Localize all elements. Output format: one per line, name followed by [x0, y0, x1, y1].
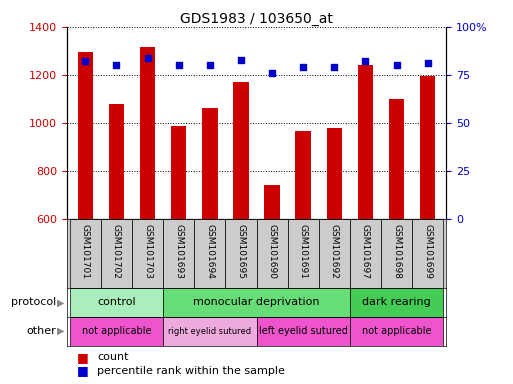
- Bar: [171, 126, 187, 219]
- Text: GSM101690: GSM101690: [268, 224, 277, 280]
- Bar: [70, 317, 163, 346]
- Text: ▶: ▶: [56, 326, 64, 336]
- Text: ■: ■: [77, 351, 93, 364]
- Point: [112, 62, 121, 68]
- Point: [174, 62, 183, 68]
- Text: GSM101699: GSM101699: [423, 224, 432, 280]
- Text: GSM101692: GSM101692: [330, 224, 339, 279]
- Bar: [194, 219, 225, 288]
- Bar: [420, 76, 436, 219]
- Text: GSM101695: GSM101695: [236, 224, 245, 280]
- Bar: [202, 109, 218, 219]
- Text: ■: ■: [77, 364, 93, 377]
- Point: [361, 58, 369, 65]
- Bar: [350, 219, 381, 288]
- Bar: [70, 288, 163, 317]
- Text: percentile rank within the sample: percentile rank within the sample: [97, 366, 285, 376]
- Text: GSM101693: GSM101693: [174, 224, 183, 280]
- Text: GSM101701: GSM101701: [81, 224, 90, 280]
- Bar: [389, 99, 404, 219]
- Text: count: count: [97, 352, 129, 362]
- Bar: [163, 288, 350, 317]
- Bar: [412, 219, 443, 288]
- Bar: [256, 219, 288, 288]
- Bar: [70, 219, 101, 288]
- Point: [392, 62, 401, 68]
- Point: [237, 56, 245, 63]
- Text: ▶: ▶: [56, 297, 64, 308]
- Point: [81, 58, 89, 65]
- Point: [144, 55, 152, 61]
- Text: GSM101702: GSM101702: [112, 224, 121, 279]
- Bar: [77, 52, 93, 219]
- Bar: [233, 82, 249, 219]
- Bar: [326, 127, 342, 219]
- Bar: [163, 219, 194, 288]
- Point: [330, 64, 339, 70]
- Bar: [264, 185, 280, 219]
- Bar: [319, 219, 350, 288]
- Bar: [350, 317, 443, 346]
- Point: [206, 62, 214, 68]
- Text: not applicable: not applicable: [82, 326, 151, 336]
- Bar: [381, 219, 412, 288]
- Bar: [295, 131, 311, 219]
- Text: control: control: [97, 297, 136, 308]
- Text: protocol: protocol: [11, 297, 56, 308]
- Text: GSM101698: GSM101698: [392, 224, 401, 280]
- Bar: [140, 47, 155, 219]
- Text: GSM101694: GSM101694: [205, 224, 214, 279]
- Bar: [163, 317, 256, 346]
- Text: GSM101691: GSM101691: [299, 224, 308, 280]
- Text: GSM101703: GSM101703: [143, 224, 152, 280]
- Text: other: other: [27, 326, 56, 336]
- Bar: [256, 317, 350, 346]
- Text: not applicable: not applicable: [362, 326, 431, 336]
- Bar: [350, 288, 443, 317]
- Point: [268, 70, 276, 76]
- Bar: [109, 104, 124, 219]
- Text: right eyelid sutured: right eyelid sutured: [168, 327, 251, 336]
- Bar: [132, 219, 163, 288]
- Title: GDS1983 / 103650_at: GDS1983 / 103650_at: [180, 12, 333, 26]
- Bar: [225, 219, 256, 288]
- Text: monocular deprivation: monocular deprivation: [193, 297, 320, 308]
- Point: [299, 64, 307, 70]
- Bar: [101, 219, 132, 288]
- Text: GSM101697: GSM101697: [361, 224, 370, 280]
- Text: left eyelid sutured: left eyelid sutured: [259, 326, 348, 336]
- Text: dark rearing: dark rearing: [362, 297, 431, 308]
- Bar: [358, 65, 373, 219]
- Point: [424, 60, 432, 66]
- Bar: [288, 219, 319, 288]
